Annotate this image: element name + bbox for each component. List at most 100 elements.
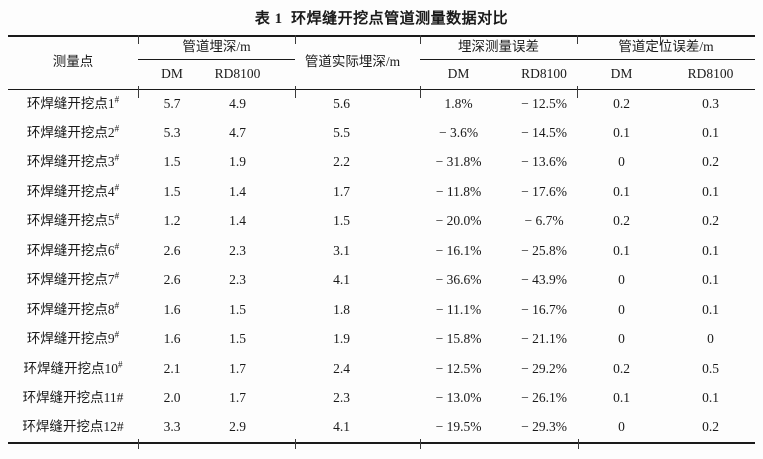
cell-actual-depth: 5.5 [333, 124, 350, 140]
rule-tick [138, 439, 140, 449]
cell-actual-depth: 3.1 [333, 242, 350, 258]
cell-rd8100-depth: 1.4 [229, 183, 246, 199]
rule-tick [420, 35, 422, 44]
measure-point-label: 环焊缝开挖点5 [26, 213, 115, 229]
cell-dm-location-error: 0 [618, 419, 625, 435]
table-row: 环焊缝开挖点1# 5.7 4.9 5.6 1.8% − 12.5% 0.2 0.3 [8, 89, 755, 119]
cell-dm-location-error: 0.2 [613, 213, 630, 229]
measure-point-superscript: # [114, 94, 120, 105]
cell-dm-depth: 2.1 [163, 360, 181, 376]
table-row: 环焊缝开挖点4# 1.5 1.4 1.7− 11.8% − 17.6% 0.1 0.1 [8, 178, 755, 208]
cell-rd8100-depth: 1.5 [229, 331, 246, 347]
table-row: 环焊缝开挖点11# 2.0 1.7 2.3 − 13.0% − 26.1% 0.1 0.1 [8, 384, 755, 414]
table-row: 环焊缝开挖点10# 2.1 1.7 2.4− 12.5% − 29.2% 0.2 0.5 [8, 355, 755, 385]
rule-tick [295, 86, 297, 98]
cell-dm-depth-error: − 12.5% [435, 360, 482, 376]
cell-dm-depth: 1.2 [163, 213, 181, 229]
table-row: 环焊缝开挖点8# 1.6 1.5 1.8− 11.1% − 16.7% 0 0.1 [8, 296, 755, 326]
cell-actual-depth: 1.7 [333, 183, 350, 199]
measure-point-superscript: # [118, 359, 123, 370]
col-group-pipe-depth: 管道埋深/m [138, 36, 296, 60]
cell-measure-point: 环焊缝开挖点1# [8, 89, 138, 119]
rule-tick [577, 35, 579, 44]
measure-point-label: 环焊缝开挖点3 [26, 154, 115, 170]
measure-point-label: 环焊缝开挖点12# [22, 419, 124, 435]
cell-rd8100-location-error: 0.5 [702, 360, 719, 376]
cell-rd8100-depth-error: − 29.2% [521, 360, 567, 376]
col-header-dm-location: DM [610, 65, 633, 81]
table-row: 环焊缝开挖点3# 1.5 1.9 2.2− 31.8% − 13.6% 0 0.2 [8, 148, 755, 178]
cell-rd8100-depth: 2.9 [229, 419, 246, 435]
rule-tick [138, 86, 140, 98]
col-header-rd8100-error: RD8100 [521, 65, 567, 81]
rule-tick [420, 439, 422, 449]
col-header-actual-depth: 管道实际埋深/m [304, 54, 401, 70]
cell-rd8100-depth: 1.9 [229, 154, 246, 170]
cell-dm-location-error: 0.2 [613, 95, 630, 111]
cell-dm-depth-error: 1.8% [444, 95, 473, 111]
measure-point-superscript: # [114, 182, 120, 193]
cell-measure-point: 环焊缝开挖点6# [8, 237, 138, 267]
table-body: 环焊缝开挖点1# 5.7 4.9 5.6 1.8% − 12.5% 0.2 0.3 环焊缝开挖点… [8, 89, 755, 443]
cell-dm-depth-error: − 36.6% [435, 272, 482, 288]
cell-rd8100-depth: 1.4 [229, 213, 246, 229]
cell-rd8100-depth-error: − 16.7% [521, 301, 567, 317]
measure-point-superscript: # [114, 300, 120, 311]
cell-actual-depth: 1.8 [333, 301, 350, 317]
cell-rd8100-location-error: 0.1 [702, 242, 719, 258]
cell-dm-location-error: 0 [618, 154, 625, 170]
cell-rd8100-location-error: 0.1 [702, 124, 719, 140]
cell-rd8100-depth: 2.3 [229, 242, 246, 258]
measure-point-label: 环焊缝开挖点11# [22, 390, 124, 406]
cell-dm-depth-error: − 15.8% [435, 331, 482, 347]
cell-rd8100-depth-error: − 21.1% [521, 331, 567, 347]
measure-point-label: 环焊缝开挖点6 [26, 242, 115, 258]
cell-actual-depth: 2.3 [333, 390, 350, 406]
cell-rd8100-depth: 2.3 [229, 272, 246, 288]
cell-dm-depth-error: − 13.0% [435, 390, 482, 406]
cell-dm-depth-error: − 11.8% [435, 183, 482, 199]
cell-rd8100-depth-error: − 14.5% [521, 124, 567, 140]
cell-measure-point: 环焊缝开挖点8# [8, 296, 138, 326]
cell-dm-depth: 1.5 [163, 183, 181, 199]
col-header-measure-point: 测量点 [52, 54, 94, 70]
cell-measure-point: 环焊缝开挖点5# [8, 207, 138, 237]
cell-rd8100-location-error: 0.1 [702, 272, 719, 288]
cell-rd8100-depth-error: − 25.8% [521, 242, 567, 258]
cell-rd8100-depth: 4.9 [229, 95, 246, 111]
cell-rd8100-depth-error: − 43.9% [521, 272, 567, 288]
measure-point-label: 环焊缝开挖点10 [23, 360, 119, 376]
cell-dm-depth: 2.0 [163, 390, 181, 406]
cell-rd8100-location-error: 0 [707, 331, 714, 347]
cell-rd8100-depth: 1.7 [229, 390, 246, 406]
measure-point-superscript: # [114, 211, 120, 222]
cell-dm-location-error: 0.1 [613, 183, 630, 199]
col-group-depth-error: 埋深测量误差 [420, 36, 578, 60]
cell-actual-depth: 1.9 [333, 331, 350, 347]
cell-rd8100-location-error: 0.1 [702, 390, 719, 406]
measure-point-superscript: # [114, 152, 120, 163]
cell-dm-location-error: 0.2 [613, 360, 630, 376]
col-header-rd8100-depth: RD8100 [214, 65, 261, 81]
cell-rd8100-depth-error: − 6.7% [524, 213, 564, 229]
measurement-table: 测量点 管道埋深/m 管道实际埋深/m 埋深测量误差 管道定位误差/m DM R… [8, 35, 756, 444]
cell-dm-depth: 1.5 [163, 154, 181, 170]
measurement-table-wrapper: 测量点 管道埋深/m 管道实际埋深/m 埋深测量误差 管道定位误差/m DM R… [8, 35, 756, 449]
cell-actual-depth: 2.4 [333, 360, 350, 376]
table-row: 环焊缝开挖点6# 2.6 2.3 3.1− 16.1% − 25.8% 0.1 0.1 [8, 237, 755, 267]
cell-measure-point: 环焊缝开挖点12# [8, 414, 138, 444]
measure-point-label: 环焊缝开挖点2 [26, 124, 115, 140]
rule-tick [295, 439, 297, 449]
cell-dm-depth: 3.3 [163, 419, 181, 435]
cell-dm-depth: 2.6 [163, 272, 181, 288]
measure-point-label: 环焊缝开挖点9 [26, 331, 115, 347]
cell-actual-depth: 4.1 [333, 419, 350, 435]
cell-rd8100-location-error: 0.3 [702, 95, 719, 111]
col-header-dm-depth: DM [161, 65, 183, 81]
cell-dm-location-error: 0.1 [613, 242, 630, 258]
cell-measure-point: 环焊缝开挖点9# [8, 325, 138, 355]
cell-dm-depth-error: − 11.1% [435, 301, 482, 317]
table-row: 环焊缝开挖点12# 3.3 2.9 4.1 − 19.5% − 29.3% 0 0.2 [8, 414, 755, 444]
table-header: 测量点 管道埋深/m 管道实际埋深/m 埋深测量误差 管道定位误差/m DM R… [8, 36, 756, 89]
cell-rd8100-depth: 4.7 [229, 124, 246, 140]
